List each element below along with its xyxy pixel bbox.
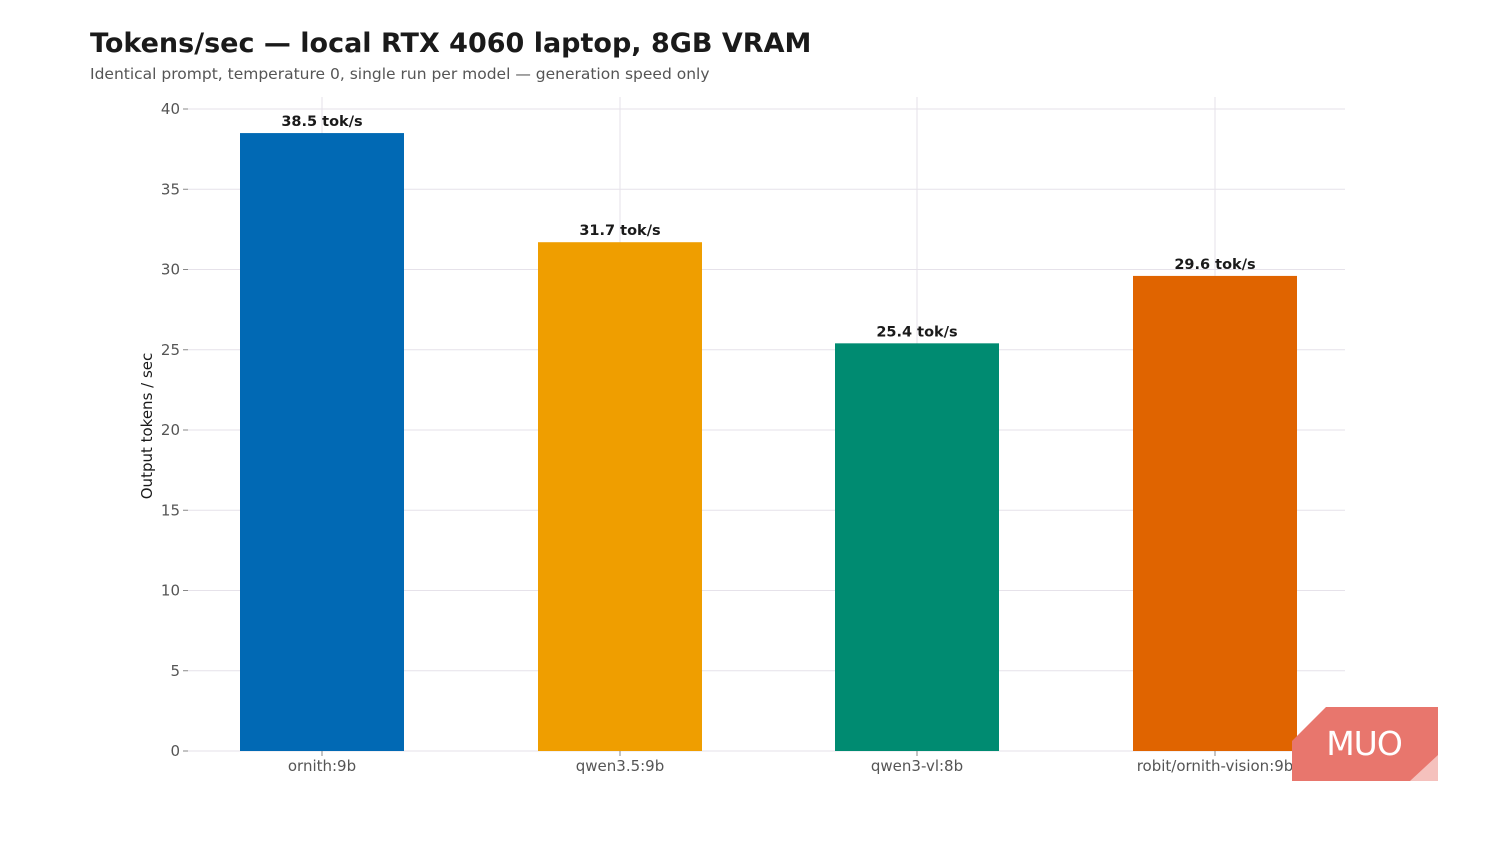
y-tick-label: 25 <box>161 341 180 359</box>
y-tick-label: 5 <box>170 662 180 680</box>
y-axis-title: Output tokens / sec <box>138 353 156 500</box>
data-label: 29.6 tok/s <box>1174 257 1255 273</box>
muo-logo-icon: MUO <box>1292 707 1438 781</box>
data-labels: 38.5 tok/s 31.7 tok/s 25.4 tok/s 29.6 tok/s <box>281 114 1255 340</box>
y-tick-label: 15 <box>161 501 180 519</box>
x-tick-label: qwen3.5:9b <box>576 757 665 775</box>
y-tick-label: 35 <box>161 180 180 198</box>
watermark-text: MUO <box>1326 724 1402 763</box>
y-axis-ticks: 0 5 10 15 20 25 30 35 40 <box>161 100 188 760</box>
bar <box>538 242 702 751</box>
x-tick-label: qwen3-vl:8b <box>871 757 963 775</box>
data-label: 38.5 tok/s <box>281 114 362 130</box>
bars <box>240 133 1297 751</box>
y-tick-label: 40 <box>161 100 180 118</box>
y-tick-label: 30 <box>161 261 180 279</box>
y-tick-label: 10 <box>161 582 180 600</box>
data-label: 25.4 tok/s <box>876 324 957 340</box>
chart-subtitle: Identical prompt, temperature 0, single … <box>90 65 710 83</box>
x-tick-label: robit/ornith-vision:9b <box>1137 757 1294 775</box>
data-label: 31.7 tok/s <box>579 223 660 239</box>
x-axis-ticks: ornith:9b qwen3.5:9b qwen3-vl:8b robit/orni… <box>288 751 1293 775</box>
x-tick-label: ornith:9b <box>288 757 356 775</box>
bar <box>835 343 999 751</box>
chart-title: Tokens/sec — local RTX 4060 laptop, 8GB … <box>90 28 812 59</box>
y-tick-label: 20 <box>161 421 180 439</box>
bar <box>240 133 404 751</box>
bar <box>1133 275 1297 751</box>
y-tick-label: 0 <box>170 742 180 760</box>
